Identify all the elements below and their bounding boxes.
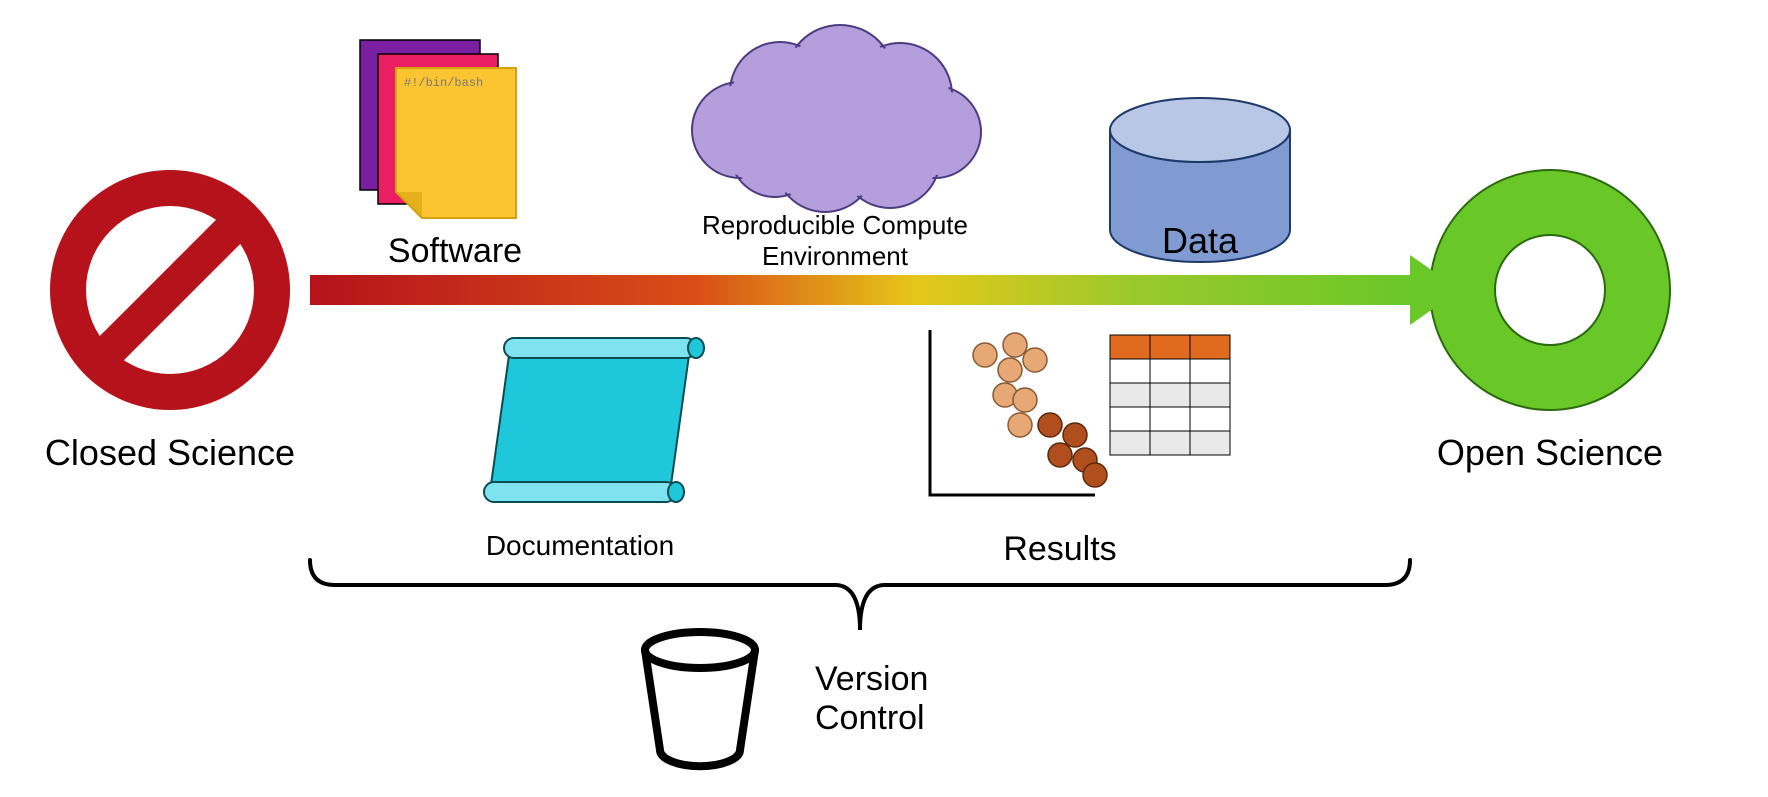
brace-icon [300,550,1420,640]
closed-icon [40,160,300,420]
documentation-icon [490,320,710,540]
software-icon: #!/bin/bash [360,40,540,250]
cloud-icon [655,25,1015,215]
version-control-label: Version Control [815,660,1115,738]
open-label: Open Science [1250,432,1768,474]
results-icon [920,320,1240,505]
closed-label: Closed Science [0,432,470,474]
data-label: Data [900,220,1500,262]
bucket-icon [630,622,770,778]
svg-text:#!/bin/bash: #!/bin/bash [404,76,483,90]
diagram-stage: Closed Science Open Science #!/bin/bash … [0,0,1768,797]
